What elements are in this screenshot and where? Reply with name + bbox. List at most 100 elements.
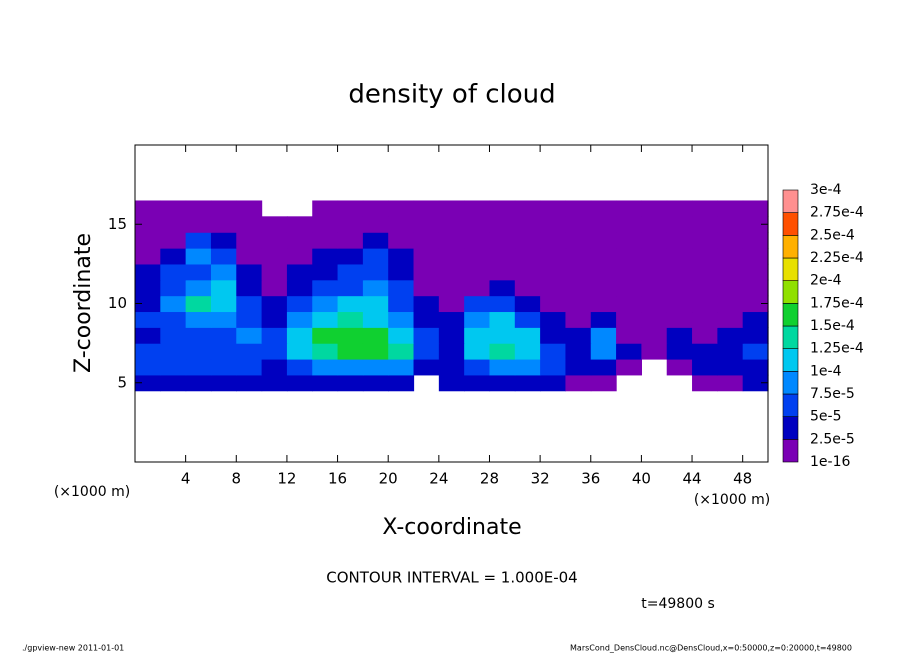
- cell: [590, 358, 617, 376]
- cell: [388, 358, 415, 376]
- cell: [717, 358, 744, 376]
- colorbar-label: 7.5e-5: [810, 386, 855, 402]
- cell: [135, 279, 161, 297]
- cell: [135, 216, 161, 233]
- cell: [540, 279, 567, 297]
- cell: [590, 232, 617, 249]
- cell: [362, 327, 389, 344]
- cell: [489, 248, 516, 265]
- cell: [261, 232, 288, 249]
- colorbar-label: 2.75e-4: [810, 205, 864, 221]
- cell: [185, 263, 212, 281]
- cell: [185, 311, 212, 328]
- cell: [590, 311, 617, 328]
- cell: [413, 311, 440, 328]
- cell: [641, 263, 668, 281]
- colorbar-label: 1.25e-4: [810, 341, 864, 357]
- cell: [540, 358, 567, 376]
- cell: [641, 311, 668, 328]
- x-axis-label: X-coordinate: [382, 515, 521, 540]
- x-tick-label: 28: [480, 470, 499, 488]
- cell: [210, 311, 237, 328]
- colorbar-label: 2.25e-4: [810, 250, 864, 266]
- contour-note: CONTOUR INTERVAL = 1.000E-04: [326, 569, 577, 587]
- cell: [160, 295, 187, 313]
- cell: [616, 279, 642, 297]
- cell: [388, 232, 415, 249]
- cell: [312, 232, 339, 249]
- y-tick-label: 15: [108, 215, 127, 233]
- cell: [236, 216, 263, 233]
- cell: [692, 295, 718, 313]
- cell: [489, 263, 516, 281]
- x-tick-label: 48: [733, 470, 752, 488]
- colorbar-label: 1e-16: [810, 454, 850, 470]
- colorbar-label: 3e-4: [810, 182, 842, 198]
- cell: [337, 279, 364, 297]
- x-tick-label: 32: [531, 470, 550, 488]
- cell: [413, 200, 440, 217]
- cell: [135, 358, 161, 376]
- cell: [464, 295, 491, 313]
- cell: [261, 279, 288, 297]
- cell: [489, 200, 516, 217]
- cell: [464, 279, 491, 297]
- cell: [742, 200, 769, 217]
- cell: [717, 263, 744, 281]
- cell: [135, 248, 161, 265]
- cell: [692, 343, 718, 360]
- x-tick-label: 4: [181, 470, 191, 488]
- cell: [514, 232, 541, 249]
- cell: [210, 263, 237, 281]
- cell: [692, 232, 718, 249]
- colorbar-box: [782, 212, 799, 236]
- colorbar-label: 5e-5: [810, 409, 841, 425]
- cell: [742, 248, 769, 265]
- x-tick-label: 8: [232, 470, 242, 488]
- cell: [312, 200, 339, 217]
- cell: [210, 358, 237, 376]
- cell: [438, 295, 465, 313]
- cell: [489, 232, 516, 249]
- cell: [286, 311, 313, 328]
- cell: [185, 248, 212, 265]
- cell: [565, 295, 592, 313]
- colorbar-box: [782, 439, 799, 463]
- cell: [236, 343, 263, 360]
- cell: [236, 295, 263, 313]
- cell: [210, 248, 237, 265]
- cell: [565, 200, 592, 217]
- cell: [312, 311, 339, 328]
- y-axis-label: Z-coordinate: [71, 233, 96, 373]
- cell: [489, 279, 516, 297]
- cell: [590, 295, 617, 313]
- cell: [489, 216, 516, 233]
- cell: [236, 311, 263, 328]
- y-axis-unit: (×1000 m): [54, 484, 130, 500]
- cell: [388, 311, 415, 328]
- cell: [388, 279, 415, 297]
- cell: [388, 295, 415, 313]
- cell: [135, 343, 161, 360]
- cell: [337, 248, 364, 265]
- cell: [464, 248, 491, 265]
- x-tick-label: 40: [632, 470, 651, 488]
- colorbar-box: [782, 280, 799, 304]
- cell: [185, 216, 212, 233]
- cell: [337, 232, 364, 249]
- cell: [565, 358, 592, 376]
- cell: [210, 295, 237, 313]
- cell: [438, 263, 465, 281]
- cell: [388, 263, 415, 281]
- cell: [286, 343, 313, 360]
- cell: [514, 358, 541, 376]
- cell: [236, 279, 263, 297]
- cell: [337, 216, 364, 233]
- cell: [413, 248, 440, 265]
- cell: [388, 343, 415, 360]
- time-note: t=49800 s: [641, 596, 715, 612]
- cell: [590, 343, 617, 360]
- cell: [742, 311, 769, 328]
- cell: [514, 343, 541, 360]
- cell: [413, 327, 440, 344]
